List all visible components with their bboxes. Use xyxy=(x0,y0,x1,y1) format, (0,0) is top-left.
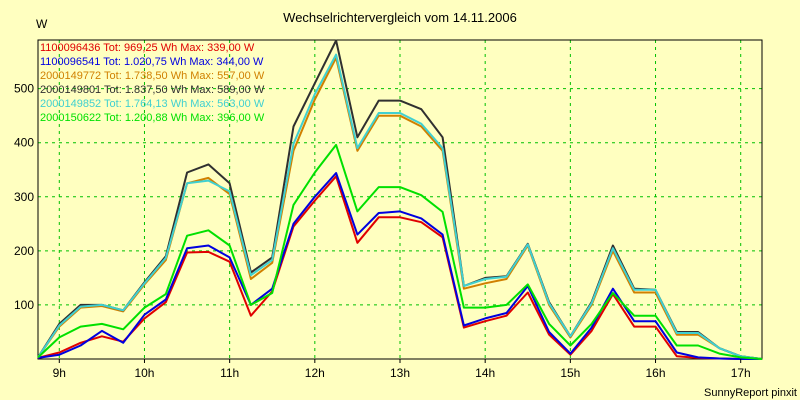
x-tick-label: 10h xyxy=(134,366,154,380)
x-tick-label: 17h xyxy=(731,366,751,380)
x-tick-label: 13h xyxy=(390,366,410,380)
legend-entry: 2000149852 Tot: 1.764,13 Wh Max: 563,00 … xyxy=(40,98,265,110)
x-tick-label: 16h xyxy=(646,366,666,380)
series-line-5 xyxy=(37,53,763,360)
y-tick-label: 400 xyxy=(14,136,34,150)
series-group xyxy=(37,39,763,360)
legend-entry: 2000149772 Tot: 1.738,50 Wh Max: 557,00 … xyxy=(40,70,265,82)
x-tick-label: 15h xyxy=(560,366,580,380)
tick-labels: 100 200 300 400 500 9h 10h 11h 12h 13h 14h 15h 16h 17… xyxy=(14,82,751,380)
y-axis-label: W xyxy=(36,17,48,31)
series-line-2 xyxy=(37,172,762,360)
chart-title: Wechselrichtervergleich vom 14.11.2006 xyxy=(283,10,517,25)
series-line-1 xyxy=(37,175,762,360)
legend-entry: 1100096541 Tot: 1.020,75 Wh Max: 344,00 … xyxy=(40,56,264,68)
footer-credit: SunnyReport pinxit xyxy=(704,387,797,399)
y-tick-label: 300 xyxy=(14,190,34,204)
series-line-3 xyxy=(37,56,763,360)
legend-entry: 2000150622 Tot: 1.200,88 Wh Max: 396,00 … xyxy=(40,112,265,124)
series-line-6 xyxy=(37,143,763,360)
y-tick-label: 100 xyxy=(14,298,34,312)
y-tick-label: 500 xyxy=(14,82,34,96)
x-tick-label: 9h xyxy=(53,366,66,380)
legend-entry: 2000149801 Tot: 1.837,50 Wh Max: 589,00 … xyxy=(40,84,265,96)
legend: 1100096436 Tot: 969,25 Wh Max: 339,00 W 1… xyxy=(40,42,265,124)
x-tick-label: 14h xyxy=(475,366,495,380)
legend-entry: 1100096436 Tot: 969,25 Wh Max: 339,00 W xyxy=(40,42,255,54)
x-tick-label: 12h xyxy=(305,366,325,380)
x-tick-label: 11h xyxy=(220,366,239,380)
y-tick-label: 200 xyxy=(14,244,34,258)
